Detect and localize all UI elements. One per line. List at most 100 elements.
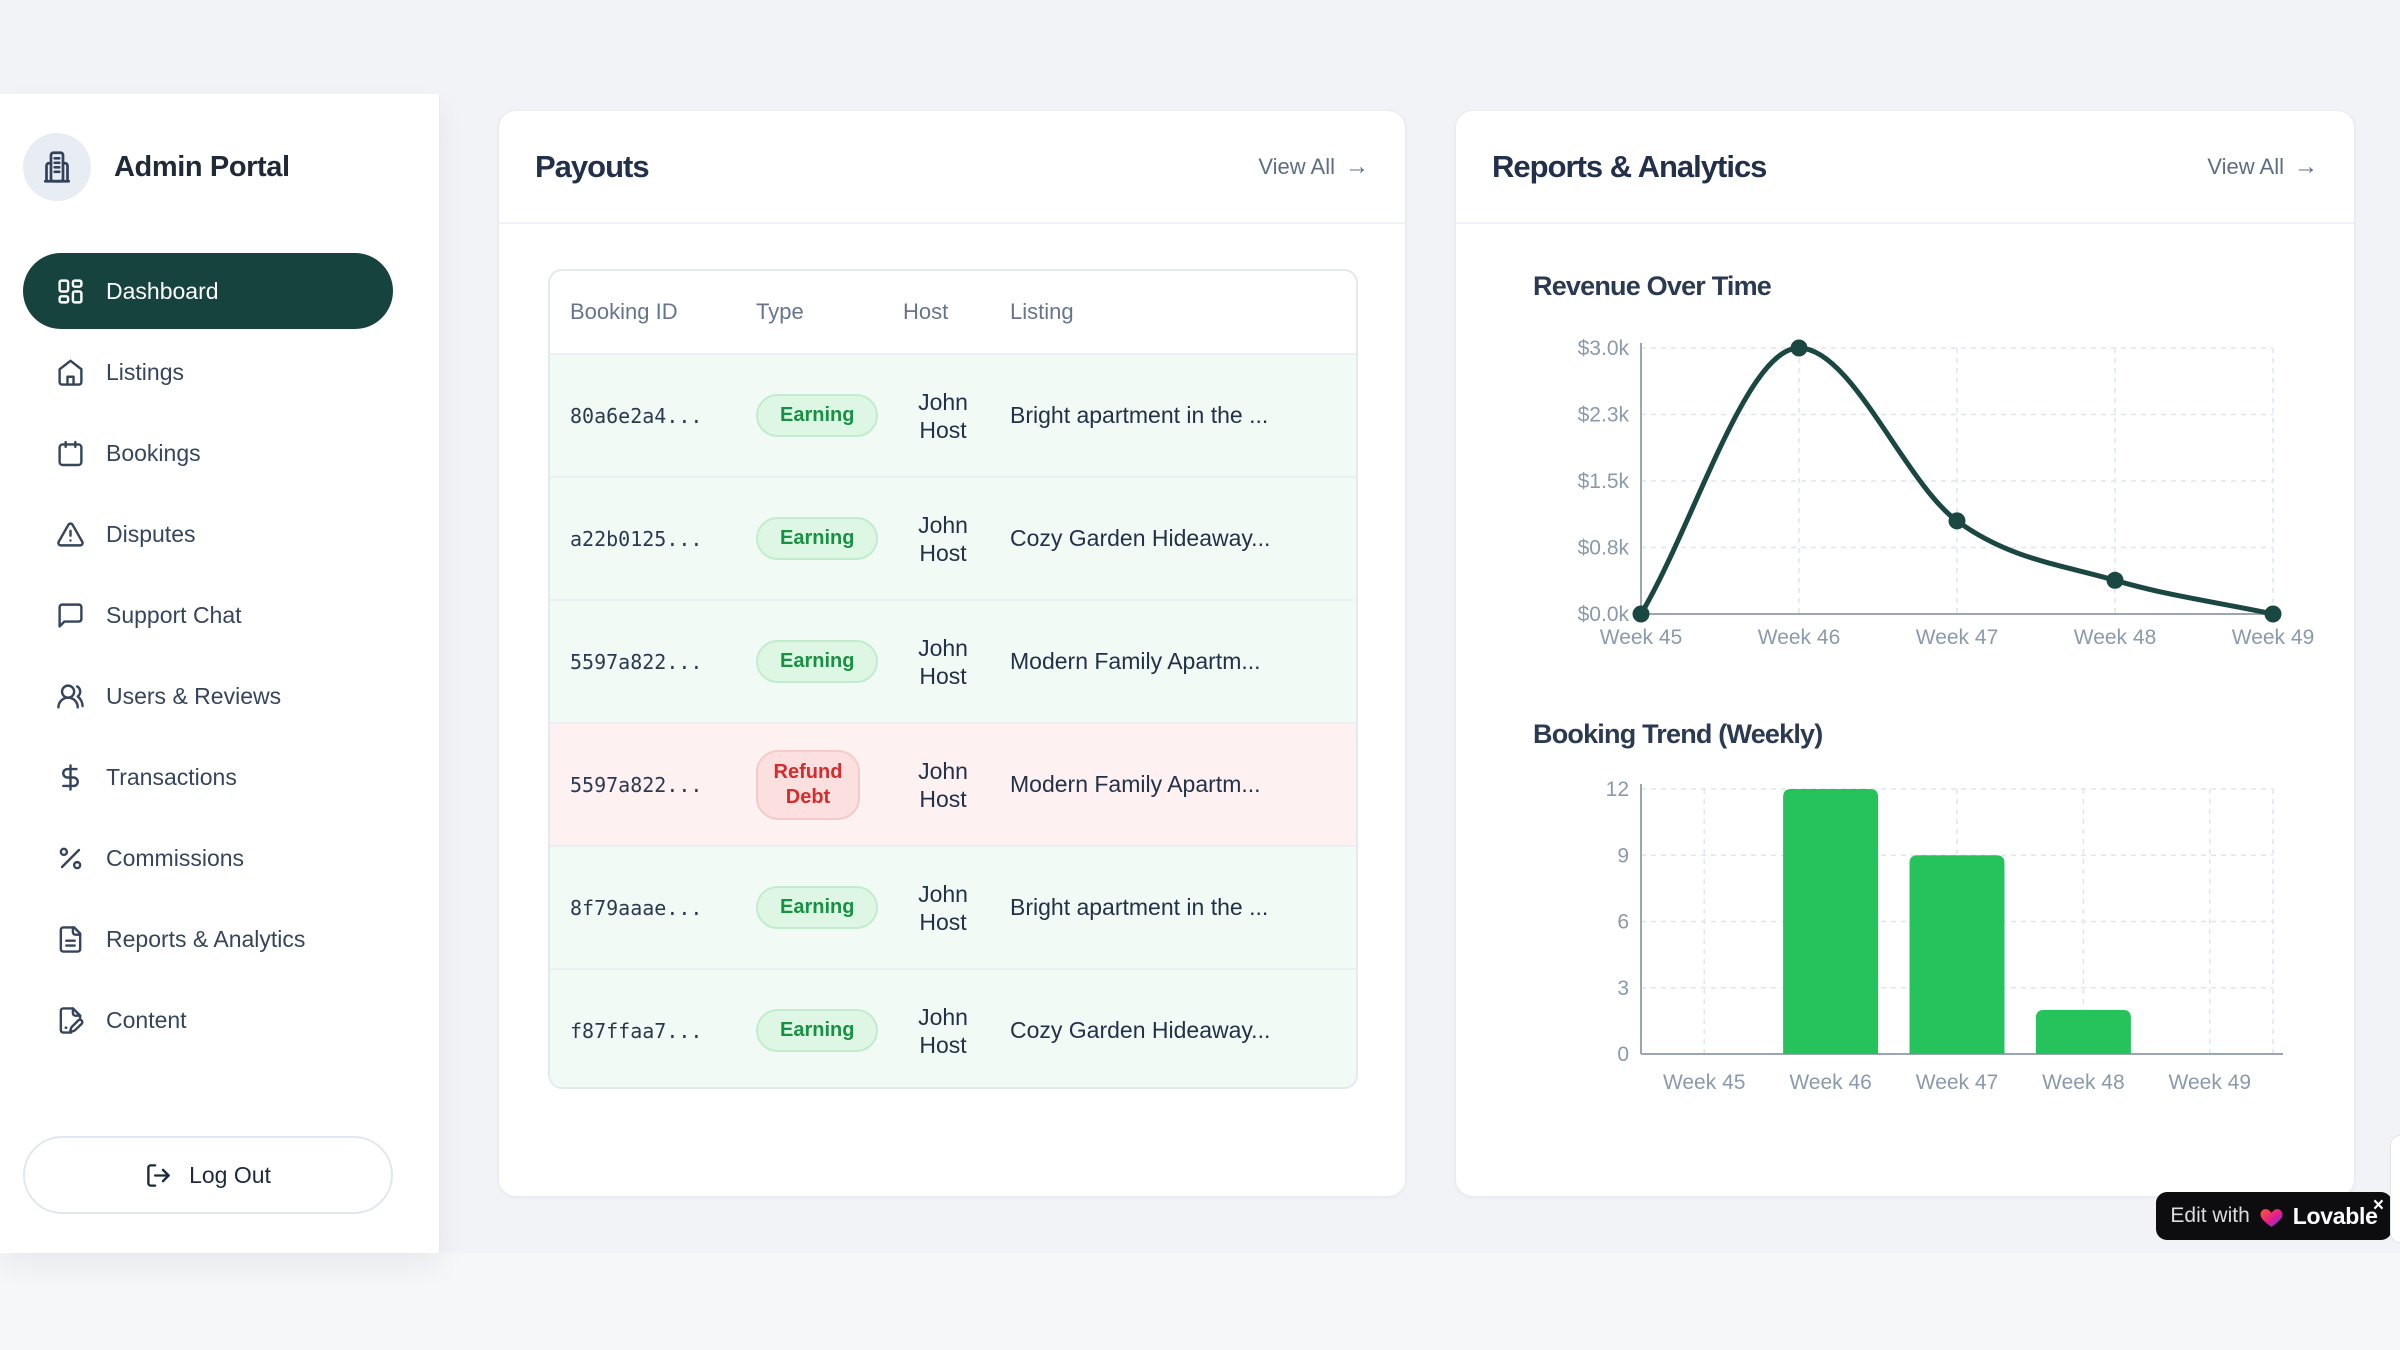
sidebar-item-bookings[interactable]: Bookings: [23, 415, 393, 491]
svg-text:$0.0k: $0.0k: [1578, 603, 1630, 626]
arrow-right-icon: →: [1345, 152, 1369, 180]
calendar-icon: [58, 440, 83, 466]
booking-id-cell: a22b0125...: [570, 526, 703, 551]
sidebar-item-label: Dashboard: [106, 277, 219, 304]
svg-text:Week 46: Week 46: [1758, 626, 1841, 649]
home-icon: [58, 359, 83, 386]
svg-text:Week 49: Week 49: [2232, 626, 2315, 649]
sidebar-item-content[interactable]: Content: [23, 982, 393, 1058]
payouts-view-all-link[interactable]: View All →: [1258, 154, 1369, 180]
sidebar-item-label: Disputes: [106, 520, 196, 547]
type-badge: Earning: [756, 1009, 879, 1052]
sidebar-item-commissions[interactable]: Commissions: [23, 820, 393, 896]
type-badge: Earning: [756, 886, 879, 929]
type-cell: Refund Debt: [736, 749, 903, 820]
table-row[interactable]: 8f79aaae... Earning John Host Bright apartm…: [550, 845, 1356, 968]
sidebar-item-transactions[interactable]: Transactions: [23, 739, 393, 815]
svg-text:$3.0k: $3.0k: [1578, 337, 1630, 360]
host-cell: John Host: [918, 634, 968, 689]
listing-cell: Cozy Garden Hideaway...: [1010, 1017, 1271, 1043]
payouts-title: Payouts: [535, 148, 650, 184]
sidebar-item-listings[interactable]: Listings: [23, 334, 393, 410]
payouts-card: Payouts View All → Booking ID Type Host Lis…: [498, 110, 1406, 1197]
svg-text:Week 45: Week 45: [1663, 1071, 1746, 1094]
sidebar-item-label: Users & Reviews: [106, 682, 282, 709]
sidebar-logo-row: Admin Portal: [23, 133, 290, 201]
column-header-host: Host: [903, 299, 949, 324]
edge-panel-peek: [2390, 1135, 2400, 1243]
file-pen-icon: [59, 1006, 84, 1034]
sidebar-item-dashboard[interactable]: Dashboard: [23, 253, 393, 329]
bar-week-47: [1909, 855, 2005, 1054]
reports-view-all-link[interactable]: View All →: [2207, 154, 2318, 180]
sidebar-item-label: Listings: [106, 358, 184, 385]
reports-title: Reports & Analytics: [1492, 148, 1767, 184]
sidebar: Admin Portal Dashboard Listings Bookings Di…: [0, 94, 440, 1253]
sidebar-item-label: Content: [106, 1006, 187, 1033]
host-cell: John Host: [918, 880, 968, 935]
svg-text:$0.8k: $0.8k: [1578, 537, 1630, 560]
payouts-table-body: 80a6e2a4... Earning John Host Bright apartm…: [550, 353, 1356, 1087]
reports-card: Reports & Analytics View All → Revenue O…: [1455, 110, 2355, 1197]
sidebar-item-label: Bookings: [106, 439, 201, 466]
payouts-view-all-label: View All: [1258, 153, 1335, 179]
column-header-booking-id: Booking ID: [570, 299, 678, 324]
sidebar-item-support-chat[interactable]: Support Chat: [23, 577, 393, 653]
svg-text:Week 47: Week 47: [1916, 1071, 1999, 1094]
booking-id-cell: f87ffaa7...: [570, 1018, 703, 1043]
sidebar-item-label: Commissions: [106, 844, 245, 871]
booking-trend-chart-title: Booking Trend (Weekly): [1533, 719, 1823, 749]
bar-week-48: [2035, 1009, 2131, 1054]
sidebar-item-label: Support Chat: [106, 601, 242, 628]
alert-triangle-icon: [57, 521, 84, 547]
payouts-table-header: Booking ID Type Host Listing: [550, 271, 1356, 353]
table-row[interactable]: 5597a822... Earning John Host Modern Family…: [550, 599, 1356, 722]
svg-text:Week 47: Week 47: [1916, 626, 1999, 649]
close-icon[interactable]: ×: [2372, 1195, 2384, 1216]
svg-text:Week 46: Week 46: [1789, 1071, 1872, 1094]
sidebar-item-reports-analytics[interactable]: Reports & Analytics: [23, 901, 393, 977]
svg-text:$1.5k: $1.5k: [1578, 470, 1630, 493]
host-cell: John Host: [918, 757, 968, 812]
table-row[interactable]: 80a6e2a4... Earning John Host Bright apartm…: [550, 353, 1356, 476]
sidebar-item-disputes[interactable]: Disputes: [23, 496, 393, 572]
svg-text:6: 6: [1617, 911, 1629, 934]
sidebar-item-label: Transactions: [106, 763, 237, 790]
svg-text:Week 48: Week 48: [2074, 626, 2157, 649]
host-cell: John Host: [918, 1003, 968, 1058]
booking-id-cell: 80a6e2a4...: [570, 403, 703, 428]
dollar-icon: [62, 763, 79, 791]
svg-text:9: 9: [1617, 844, 1629, 867]
app-logo-avatar: [23, 133, 91, 201]
type-badge: Earning: [756, 640, 879, 683]
type-cell: Earning: [736, 394, 903, 437]
lovable-prefix-label: Edit with: [2170, 1204, 2250, 1227]
reports-view-all-label: View All: [2207, 153, 2284, 179]
revenue-chart-title: Revenue Over Time: [1533, 271, 1772, 301]
listing-cell: Cozy Garden Hideaway...: [1010, 525, 1271, 551]
table-row[interactable]: f87ffaa7... Earning John Host Cozy Garden H…: [550, 968, 1356, 1087]
booking-trend-bar-chart: 0 3 6 9 12 Week 45 Week 46 Week 47 Week 48 Week 4…: [1606, 778, 2283, 1094]
type-cell: Earning: [736, 517, 903, 560]
type-badge: Refund Debt: [756, 749, 860, 820]
svg-text:Week 48: Week 48: [2042, 1071, 2124, 1094]
sidebar-item-users-reviews[interactable]: Users & Reviews: [23, 658, 393, 734]
log-out-icon: [147, 1163, 170, 1187]
listing-cell: Bright apartment in the ...: [1010, 402, 1269, 428]
lovable-heart-icon: [2260, 1208, 2283, 1227]
svg-text:12: 12: [1606, 778, 1629, 801]
app-title: Admin Portal: [114, 150, 290, 183]
edit-with-lovable-badge[interactable]: Edit with Lovable ×: [2156, 1192, 2392, 1240]
file-text-icon: [59, 925, 82, 953]
table-row[interactable]: a22b0125... Earning John Host Cozy Garden H…: [550, 476, 1356, 599]
listing-cell: Modern Family Apartm...: [1010, 771, 1261, 797]
sidebar-nav: Dashboard Listings Bookings Disputes Support…: [23, 253, 393, 1063]
logout-button[interactable]: Log Out: [23, 1136, 393, 1214]
column-header-listing: Listing: [1010, 299, 1074, 324]
svg-text:0: 0: [1617, 1043, 1629, 1066]
table-row[interactable]: 5597a822... Refund Debt John Host Modern Fa…: [550, 722, 1356, 845]
bar-week-46: [1783, 789, 1879, 1054]
listing-cell: Bright apartment in the ...: [1010, 894, 1269, 920]
column-header-type: Type: [756, 299, 804, 324]
